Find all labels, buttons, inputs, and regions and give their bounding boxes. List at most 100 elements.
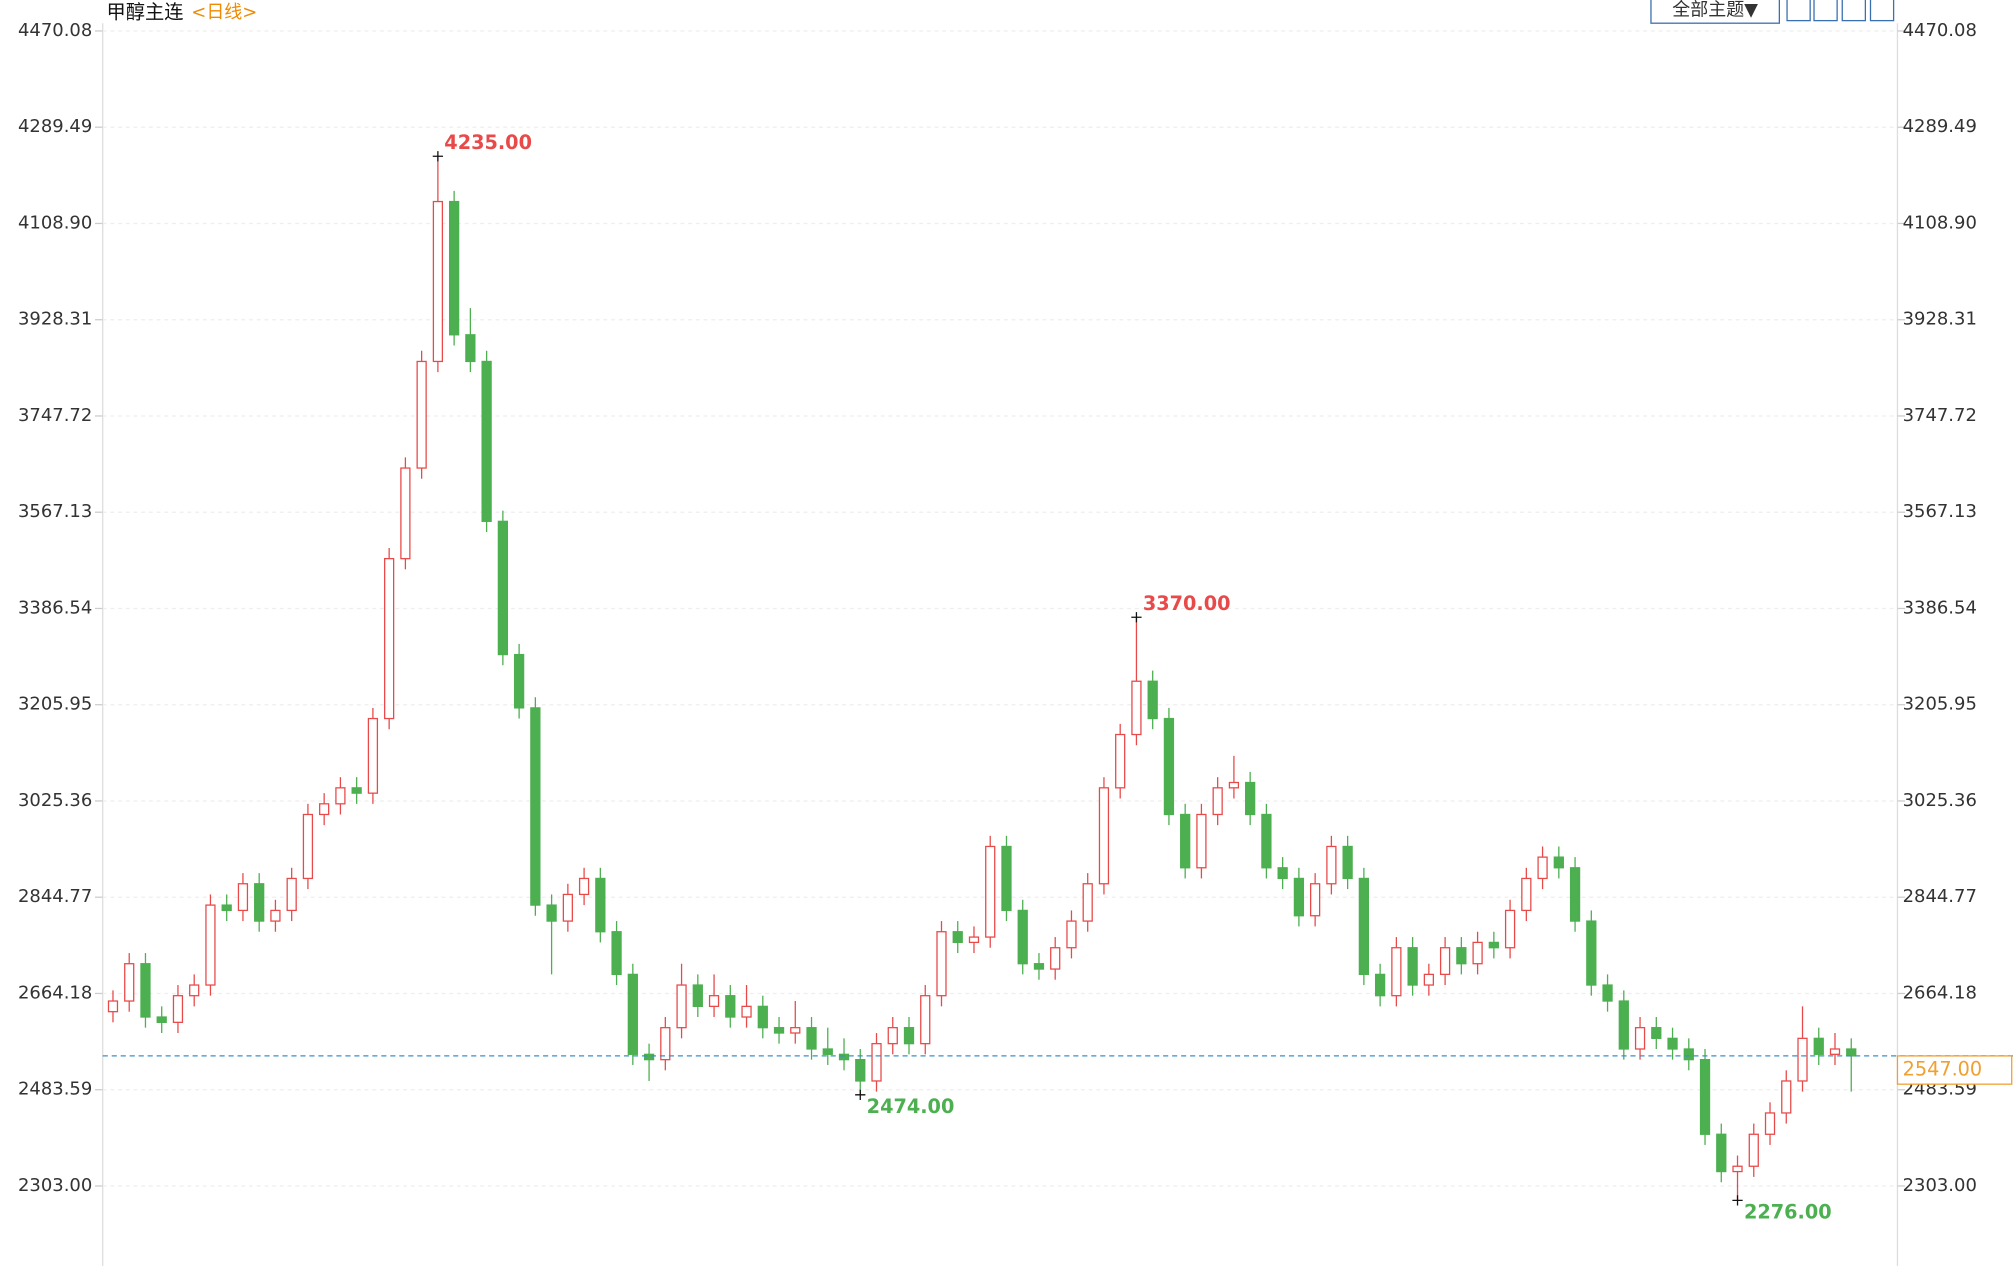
chart-subtitle: <日线>	[191, 2, 257, 23]
extreme-label: 2474.00	[867, 1095, 955, 1118]
extreme-marker	[1131, 612, 1142, 623]
candle-body	[465, 334, 476, 363]
y-tick-label: 3567.13	[18, 501, 92, 522]
y-tick-label: 3928.31	[18, 309, 92, 330]
candle-body	[1310, 883, 1321, 917]
y-tick-label: 4108.90	[18, 212, 92, 233]
candle-body	[1764, 1112, 1776, 1135]
candle-body	[1846, 1048, 1857, 1057]
extreme-marker	[432, 151, 444, 162]
candle-body	[286, 877, 297, 912]
y2-tick-label: 3205.95	[1903, 694, 1977, 715]
y-tick-label: 2664.18	[18, 982, 92, 1003]
candle-body	[578, 877, 590, 896]
candle-body	[1163, 717, 1175, 816]
candle-body	[692, 984, 703, 1007]
candle-body	[1293, 877, 1305, 917]
candle-body	[351, 787, 362, 794]
tool-button[interactable]	[1841, 0, 1867, 22]
candle-body	[1277, 867, 1288, 880]
y2-tick-label: 2844.77	[1903, 886, 1977, 907]
candle-body	[1423, 973, 1434, 986]
candle-body	[1569, 867, 1581, 922]
candle-body	[562, 893, 573, 922]
candle-body	[1537, 856, 1548, 880]
tool-button[interactable]	[1869, 0, 1895, 22]
candle-body	[611, 931, 622, 976]
y2-tick-label: 3747.72	[1903, 405, 1977, 426]
candle-body	[952, 931, 963, 944]
candle-body	[107, 1000, 119, 1013]
candle-body	[1699, 1059, 1711, 1135]
candle-body	[1683, 1048, 1694, 1061]
y-tick-label: 3025.36	[18, 790, 92, 811]
candle-body	[448, 200, 460, 336]
candle-body	[1147, 680, 1158, 720]
candle-body	[757, 1005, 768, 1029]
candle-body	[1586, 920, 1597, 986]
tool-button[interactable]	[1813, 0, 1838, 22]
y2-tick-label: 3025.36	[1903, 790, 1977, 811]
y-tick-label: 2844.77	[18, 886, 92, 907]
candle-body	[676, 984, 687, 1029]
candle-body	[546, 904, 557, 922]
candle-body	[1358, 877, 1370, 976]
theme-button[interactable]	[1650, 0, 1780, 24]
y-tick-label: 2303.00	[18, 1175, 92, 1196]
candle-body	[1667, 1037, 1678, 1050]
candle-body	[773, 1027, 785, 1034]
candle-body	[1748, 1133, 1759, 1167]
candle-body	[660, 1027, 671, 1061]
candle-body	[806, 1027, 817, 1050]
tool-button[interactable]	[1786, 0, 1811, 22]
extreme-label: 2276.00	[1744, 1201, 1832, 1224]
candle-body	[1391, 947, 1402, 997]
candle-body	[595, 877, 606, 933]
y-tick-label: 3205.95	[18, 694, 92, 715]
candle-body	[968, 936, 980, 944]
candle-body	[741, 1005, 752, 1018]
candle-body	[302, 813, 314, 880]
candle-body	[887, 1027, 898, 1045]
candle-body	[1488, 941, 1499, 949]
y2-tick-label: 4108.90	[1903, 212, 1977, 233]
candle-body	[1472, 941, 1483, 965]
candle-body	[1115, 733, 1126, 789]
theme-button-label[interactable]: 全部主题▼	[1672, 0, 1758, 20]
candle-body	[838, 1053, 850, 1061]
candle-body	[1131, 680, 1142, 736]
candle-body	[790, 1027, 801, 1034]
candle-body	[627, 973, 638, 1055]
current-price-box	[1896, 1055, 2013, 1085]
candle-body	[416, 360, 427, 469]
candle-body	[1781, 1080, 1792, 1114]
candle-body	[1326, 845, 1337, 885]
extreme-label: 3370.00	[1143, 592, 1231, 615]
candle-body	[855, 1059, 866, 1082]
candle-body	[1374, 973, 1386, 997]
current-price-label: 2547.00	[1903, 1058, 1983, 1081]
candle-body	[1066, 920, 1077, 949]
candle-body	[1521, 877, 1532, 912]
candle-body	[124, 963, 135, 1002]
y-tick-label: 3386.54	[18, 597, 92, 618]
candle-body	[920, 995, 931, 1045]
extreme-marker	[1732, 1195, 1743, 1206]
y-tick-label: 4289.49	[18, 116, 92, 137]
candle-body	[432, 200, 444, 363]
candle-body	[481, 360, 492, 522]
candle-body	[172, 995, 184, 1023]
candle-body	[1439, 947, 1451, 976]
chart-title: 甲醇主连	[107, 0, 184, 23]
candle-body	[1797, 1037, 1808, 1082]
candle-body	[1017, 909, 1028, 965]
candle-body	[513, 653, 525, 709]
candle-body	[871, 1043, 882, 1082]
candle-body	[1001, 845, 1012, 912]
candle-body	[725, 995, 736, 1018]
candle-body	[1212, 787, 1223, 816]
candle-body	[400, 467, 411, 560]
candle-body	[1456, 947, 1467, 965]
candle-body	[1245, 781, 1256, 816]
candle-body	[903, 1027, 915, 1045]
